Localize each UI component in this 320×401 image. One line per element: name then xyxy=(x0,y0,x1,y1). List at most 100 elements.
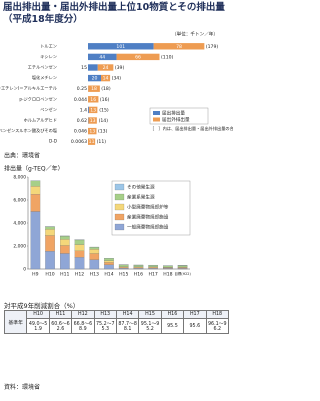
bar-segment xyxy=(88,117,97,124)
bar-segment xyxy=(60,239,70,246)
data-cell: 95.6 xyxy=(183,318,207,334)
category-label: p-ジクロロベンゼン xyxy=(19,95,57,102)
data-cell: 96.1～96.2 xyxy=(205,318,230,334)
data-cell: 95.1～95.2 xyxy=(138,318,162,334)
bar-segment xyxy=(97,64,114,71)
bar-segment xyxy=(88,53,117,61)
x-tick-label: H18 xyxy=(163,272,172,278)
y-tick-label: 0 xyxy=(23,267,26,273)
bar-segment xyxy=(88,127,97,135)
bar-segment xyxy=(45,251,55,270)
bar-segment xyxy=(133,264,144,267)
bar-segment xyxy=(74,250,85,258)
legend-label: その他発生源 xyxy=(127,184,155,191)
bar-segment xyxy=(30,211,41,270)
total-label: (14) xyxy=(99,118,109,124)
value-label: 13 xyxy=(90,118,96,124)
bar-segment xyxy=(45,229,55,236)
bar-segment xyxy=(118,267,129,269)
value-label: 0.046 xyxy=(74,129,87,135)
category-label: エチルベンゼン xyxy=(28,64,57,70)
header-cell: H15 xyxy=(138,310,162,319)
bar-segment xyxy=(118,266,129,268)
legend-box xyxy=(149,107,209,125)
bar-segment xyxy=(89,246,100,250)
category-label: ホルムアルデヒド xyxy=(24,117,57,124)
category-label: ベンゼン xyxy=(40,106,57,112)
category-label: 塩化メチレン xyxy=(32,74,57,81)
value-label: 15 xyxy=(81,65,87,71)
table-title: 対平成9年削減割合（%） xyxy=(4,302,80,310)
x-tick-label: H16 xyxy=(134,272,143,278)
bar-segment xyxy=(133,267,144,269)
bar-segment xyxy=(118,268,129,270)
value-label: 14 xyxy=(103,76,109,82)
header-cell: H14 xyxy=(115,310,140,319)
bar-segment xyxy=(116,53,160,61)
data-cell: 66.8～68.9 xyxy=(71,318,95,334)
bar-segment xyxy=(104,260,114,263)
category-label: キシレン xyxy=(40,54,57,59)
x-tick-label: H17 xyxy=(149,272,158,278)
value-label: 13 xyxy=(90,107,96,113)
legend-swatch xyxy=(153,111,160,115)
y-tick-label: 6,000 xyxy=(13,198,26,204)
bar-segment xyxy=(60,235,70,240)
bar-segment xyxy=(45,226,55,230)
value-label: 1.4 xyxy=(80,107,87,113)
bar-segment xyxy=(153,43,205,50)
value-label: 16 xyxy=(90,97,96,103)
y-axis-title: 排出量（g-TEQ／年） xyxy=(4,165,64,173)
unit: （単位：千トン／年） xyxy=(172,31,218,38)
bar-segment xyxy=(118,264,129,267)
y-tick-label: 4,000 xyxy=(13,221,26,227)
x-tick-label: 目標(H22) xyxy=(174,271,191,276)
category-label: D-D xyxy=(49,139,57,144)
data-cell: 87.7～88.1 xyxy=(115,318,140,334)
bar-segment xyxy=(60,245,70,254)
bar-segment xyxy=(89,249,100,254)
bar-segment xyxy=(74,257,85,270)
value-label: 11 xyxy=(89,139,95,145)
legend-label: 産業系発生源 xyxy=(127,194,155,201)
source: 資料：環境省 xyxy=(4,384,41,391)
bar-segment xyxy=(88,106,89,114)
header-row: 基準年 H10 H11 H12 H13 H14 H15 H16 H17 H18 xyxy=(3,310,230,334)
note: ［ ］内は、届出排出量・届出外排出量の合計 xyxy=(150,125,233,132)
bar-segment xyxy=(104,258,114,261)
legend-swatch xyxy=(114,183,125,191)
total-label: (16) xyxy=(100,97,110,103)
data-cell: 95.5 xyxy=(160,318,185,334)
total-label: (18) xyxy=(101,86,111,92)
total-label: (110) xyxy=(161,54,174,60)
value-label: 20 xyxy=(92,76,98,82)
value-label: 0.25 xyxy=(77,86,87,92)
header-cell: H16 xyxy=(160,310,185,319)
header-cell: H11 xyxy=(48,310,73,319)
bar-segment xyxy=(60,253,70,270)
value-label: 18 xyxy=(91,86,97,92)
bar-segment xyxy=(74,244,85,251)
header-cell: H18 xyxy=(205,310,230,319)
value-label: 0.0063 xyxy=(71,139,87,145)
bar-segment xyxy=(88,64,98,71)
header-cell: H17 xyxy=(183,310,207,319)
value-label: 24 xyxy=(103,65,109,71)
legend-swatch xyxy=(114,223,125,231)
legend-box xyxy=(111,180,191,236)
chart-top: （単位：千トン／年） トルエン 101 78 (179) キシレン 44 66 (110) エチル… xyxy=(0,31,233,160)
legend-swatch xyxy=(114,203,125,211)
total-label: (11) xyxy=(97,139,107,145)
legend-label: 届出外排出量 xyxy=(162,116,190,123)
legend-swatch xyxy=(114,213,125,221)
bar-segment xyxy=(104,264,114,270)
total-label: (39) xyxy=(115,65,125,71)
bar-segment xyxy=(74,239,85,245)
data-cell: 75.2～75.3 xyxy=(93,318,117,334)
source: 出典：環境省 xyxy=(4,152,40,160)
bar-segment xyxy=(88,43,154,50)
row-label: 基準年 xyxy=(3,310,28,334)
bar-segment xyxy=(88,85,100,92)
header-cell: H10 xyxy=(26,310,50,319)
category-label: 直鎖アルキルベンゼンスルホン酸及びその塩 xyxy=(0,127,58,134)
